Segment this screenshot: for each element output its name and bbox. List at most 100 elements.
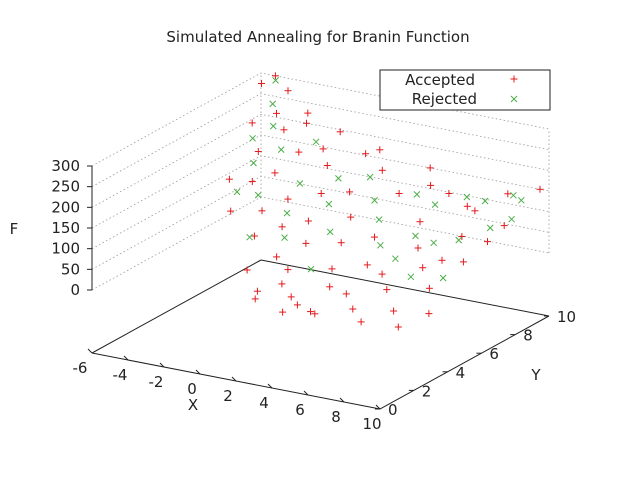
- accepted-point: [426, 164, 434, 172]
- x-tick-mark: [375, 404, 381, 410]
- z-tick-label: 100: [51, 240, 80, 258]
- z-axis-label: F: [10, 220, 19, 238]
- accepted-point: [279, 308, 287, 316]
- accepted-point: [304, 217, 312, 225]
- rejected-point: [325, 200, 333, 208]
- rejected-point: [281, 234, 288, 241]
- y-tick-label: 0: [388, 401, 398, 419]
- x-tick-label: -2: [149, 373, 164, 391]
- accepted-point: [302, 239, 310, 247]
- accepted-point: [500, 222, 508, 230]
- z-tick-label: 200: [51, 198, 80, 216]
- rejected-point: [463, 193, 471, 201]
- accepted-point: [287, 293, 295, 301]
- accepted-point: [445, 190, 453, 197]
- rejected-point: [375, 216, 383, 223]
- z-gridline: [91, 134, 550, 229]
- accepted-point: [390, 307, 398, 315]
- x-tick-mark: [267, 383, 273, 389]
- x-axis-label: X: [188, 396, 198, 414]
- legend-box: [379, 69, 551, 111]
- accepted-point: [253, 287, 261, 295]
- rejected-point: [430, 239, 438, 247]
- rejected-point: [312, 138, 320, 146]
- accepted-point: [378, 166, 386, 174]
- y-axis-line: [379, 315, 550, 410]
- accepted-point: [395, 190, 403, 197]
- x-tick-label: 0: [187, 380, 197, 398]
- accepted-point: [293, 301, 301, 309]
- rejected-point: [439, 274, 447, 282]
- accepted-point: [273, 109, 280, 117]
- rejected-point: [277, 146, 285, 153]
- y-tick-label: 8: [523, 327, 533, 345]
- accepted-point: [248, 119, 256, 127]
- rejected-point: [371, 197, 378, 204]
- accepted-point: [258, 80, 265, 87]
- rejected-point: [455, 236, 463, 244]
- legend: Accepted Rejected: [379, 69, 551, 111]
- x-tick-mark: [339, 397, 345, 403]
- accepted-point: [254, 148, 262, 155]
- z-gridline: [91, 113, 550, 208]
- y-tick-label: 10: [557, 308, 576, 326]
- x-tick-mark: [231, 376, 237, 382]
- rejected-point: [508, 215, 515, 223]
- accepted-point: [394, 323, 402, 331]
- rejected-point: [250, 159, 257, 167]
- rejected-point: [269, 122, 277, 130]
- accepted-point: [536, 185, 544, 193]
- accepted-point: [362, 150, 370, 158]
- accepted-point: [225, 175, 233, 183]
- rejected-point: [412, 232, 419, 240]
- accepted-point: [284, 87, 292, 95]
- accepted-point: [383, 286, 391, 294]
- z-gridline: [91, 196, 550, 291]
- accepted-point: [419, 264, 427, 272]
- rejected-point: [510, 191, 517, 199]
- accepted-point: [458, 233, 466, 240]
- accepted-point: [278, 223, 286, 231]
- rejected-point: [486, 224, 494, 232]
- legend-marker-rejected: [510, 95, 518, 103]
- x-tick-mark: [159, 362, 165, 368]
- accepted-point: [357, 318, 365, 326]
- rejected-point: [431, 201, 439, 208]
- legend-label-accepted: Accepted: [405, 71, 475, 89]
- x-tick-label: 4: [259, 394, 269, 412]
- x-tick-mark: [303, 390, 309, 396]
- accepted-point: [311, 310, 319, 318]
- accepted-point: [304, 109, 312, 117]
- z-gridline: [91, 155, 550, 250]
- accepted-point: [319, 145, 327, 153]
- accepted-point: [251, 295, 259, 303]
- rejected-point: [246, 233, 253, 241]
- x-tick-mark: [123, 355, 129, 361]
- accepted-point: [323, 162, 331, 169]
- accepted-point: [347, 213, 355, 221]
- x-tick-label: 10: [362, 415, 381, 433]
- accepted-point: [273, 253, 281, 261]
- accepted-point: [326, 283, 334, 291]
- rejected-point: [366, 173, 374, 181]
- accepted-point: [248, 178, 256, 185]
- accepted-point: [346, 188, 354, 196]
- accepted-point: [303, 119, 310, 127]
- accepted-point: [376, 146, 384, 154]
- rejected-point: [296, 180, 304, 187]
- y-tick-label: 2: [422, 382, 432, 400]
- accepted-point: [414, 244, 422, 252]
- accepted-point: [484, 238, 491, 246]
- y-tick-label: 4: [456, 364, 466, 382]
- accepted-point: [284, 195, 292, 203]
- rejected-point: [233, 188, 241, 196]
- rejected-point: [249, 134, 256, 142]
- accepted-point: [425, 310, 433, 318]
- accepted-point: [250, 232, 258, 240]
- accepted-point: [363, 261, 371, 269]
- chart-title: Simulated Annealing for Branin Function: [166, 28, 469, 46]
- z-gridline: [91, 93, 550, 188]
- legend-label-rejected: Rejected: [412, 90, 477, 108]
